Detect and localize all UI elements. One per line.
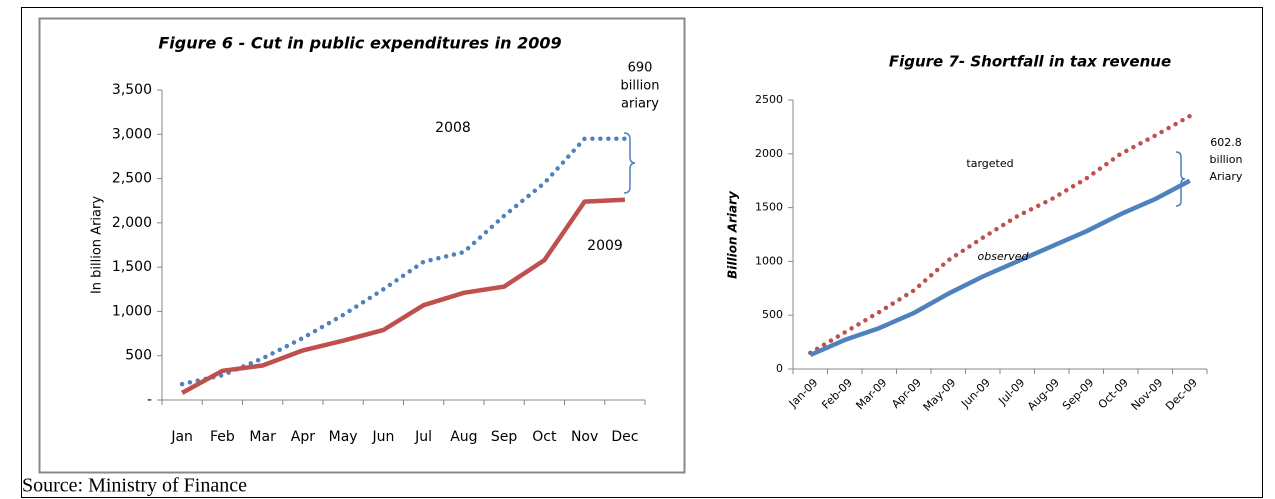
x-tick-label: Dec-09 — [1163, 376, 1200, 413]
x-tick-label: Feb-09 — [819, 376, 855, 412]
annotation: 690 — [628, 61, 653, 76]
series-label: 2008 — [435, 120, 471, 136]
y-tick-label: 500 — [125, 348, 152, 364]
x-tick-label: Aug — [450, 429, 477, 445]
series-label: observed — [978, 250, 1030, 263]
series-line — [181, 197, 626, 395]
x-tick-label: Apr — [291, 429, 315, 445]
series-line — [179, 136, 628, 387]
series-line — [808, 113, 1193, 356]
y-tick-label: 1000 — [755, 254, 783, 267]
annotation: Ariary — [1210, 170, 1243, 183]
source-note: Source: Ministry of Finance — [22, 475, 247, 497]
annotation: billion — [621, 79, 660, 94]
x-tick-label: Mar — [249, 429, 276, 445]
x-tick-label: May-09 — [921, 376, 959, 414]
y-tick-label: 0 — [776, 362, 783, 375]
brace — [623, 132, 636, 194]
x-tick-label: Oct-09 — [1096, 376, 1131, 411]
x-tick-label: Oct — [532, 429, 557, 445]
x-tick-label: Nov-09 — [1129, 376, 1166, 413]
annotation: ariary — [621, 97, 659, 112]
series-label: 2009 — [587, 238, 623, 254]
y-tick-label: 500 — [762, 308, 783, 321]
series-label: targeted — [966, 157, 1013, 170]
x-tick-label: Nov — [571, 429, 598, 445]
x-tick-label: Dec — [611, 429, 638, 445]
x-tick-label: Feb — [210, 429, 235, 445]
y-tick-label: 2500 — [755, 93, 783, 106]
y-tick-label: 1,000 — [112, 303, 152, 319]
x-tick-label: Jul — [414, 429, 432, 445]
x-tick-label: May — [329, 429, 358, 445]
x-tick-label: Sep — [491, 429, 518, 445]
brace — [1175, 151, 1186, 207]
figure-frame — [38, 17, 686, 474]
annotation: 602.8 — [1210, 136, 1242, 149]
y-axis-label: In billion Ariary — [90, 196, 105, 294]
x-tick-label: Jan-09 — [786, 376, 821, 411]
x-tick-label: Jul-09 — [995, 376, 1027, 408]
y-tick-label: 2000 — [755, 147, 783, 160]
y-axis-label: Billion Ariary — [726, 190, 740, 279]
outer-frame — [21, 7, 1263, 498]
chart-title: Figure 7- Shortfall in tax revenue — [889, 53, 1171, 71]
y-tick-label: - — [147, 392, 152, 408]
y-tick-label: 1500 — [755, 201, 783, 214]
x-tick-label: Sep-09 — [1060, 376, 1097, 413]
y-tick-label: 2,000 — [112, 215, 152, 231]
y-tick-label: 3,500 — [112, 82, 152, 98]
y-tick-label: 2,500 — [112, 171, 152, 187]
x-tick-label: Jun-09 — [958, 376, 993, 411]
x-tick-label: Jun — [371, 429, 394, 445]
chart-title: Figure 6 - Cut in public expenditures in… — [158, 34, 561, 53]
y-tick-label: 3,000 — [112, 126, 152, 142]
x-tick-label: Aug-09 — [1025, 376, 1062, 413]
y-tick-label: 1,500 — [112, 259, 152, 275]
series-line — [809, 178, 1191, 358]
x-tick-label: Apr-09 — [889, 376, 924, 411]
x-tick-label: Mar-09 — [853, 376, 889, 412]
annotation: billion — [1210, 153, 1243, 166]
x-tick-label: Jan — [170, 429, 193, 445]
